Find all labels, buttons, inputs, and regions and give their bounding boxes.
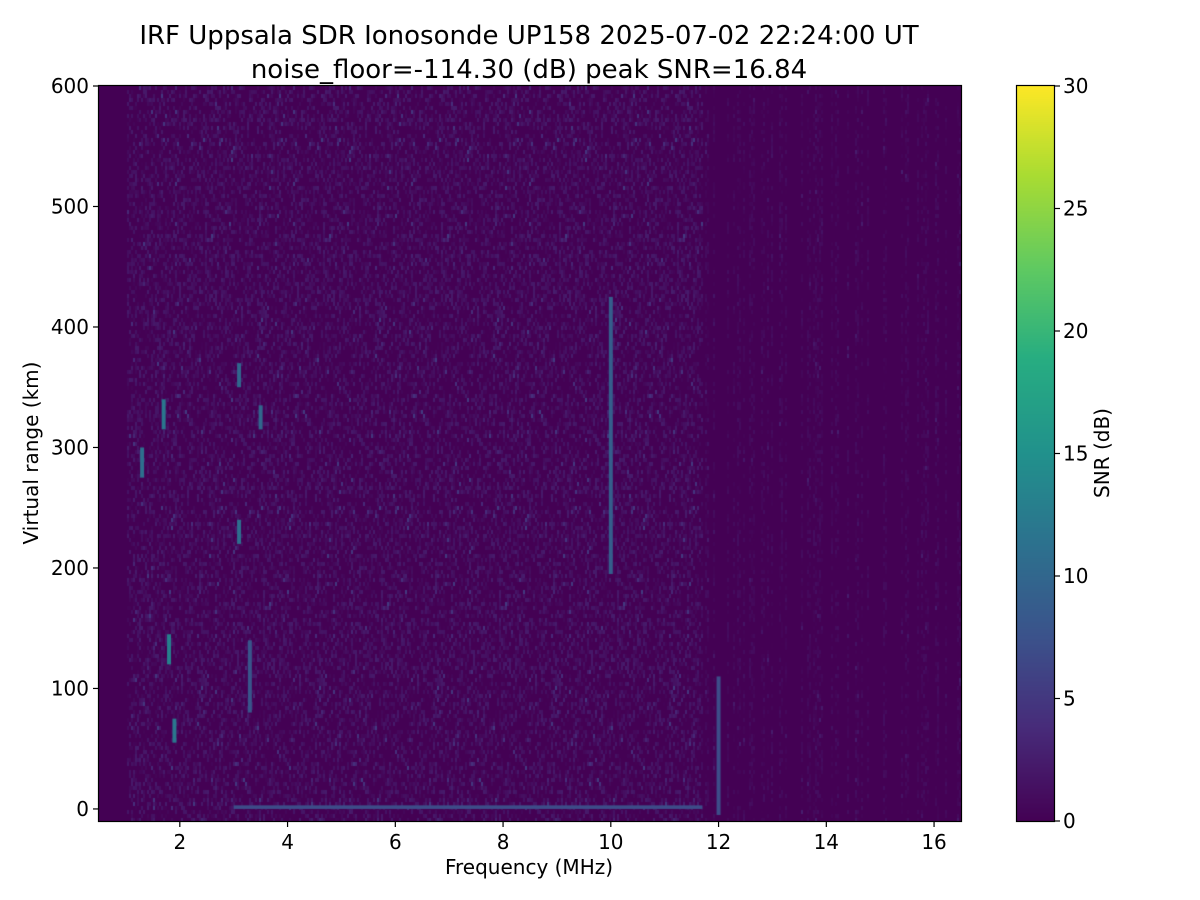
colorbar-tick-label: 15 [1063, 442, 1088, 466]
chart-title: IRF Uppsala SDR Ionosonde UP158 2025-07-… [139, 21, 918, 51]
y-tick-label: 400 [51, 315, 89, 339]
x-axis-ticks: 2 4 6 8 10 12 14 16 [173, 821, 947, 854]
y-tick-label: 100 [51, 676, 89, 700]
colorbar-tick-label: 25 [1063, 197, 1088, 221]
colorbar-tick-label: 30 [1063, 74, 1088, 98]
x-tick-label: 2 [173, 830, 186, 854]
colorbar-frame [1015, 84, 1056, 823]
chart-subtitle: noise_floor=-114.30 (dB) peak SNR=16.84 [251, 55, 807, 85]
colorbar-label: SNR (dB) [1090, 408, 1114, 498]
colorbar-tick-label: 5 [1063, 687, 1076, 711]
y-tick-label: 200 [51, 556, 89, 580]
snr-heatmap [99, 86, 961, 821]
colorbar-ticks: 0 5 10 15 20 25 30 [1054, 74, 1088, 833]
x-tick-label: 8 [497, 830, 510, 854]
y-axis-ticks: 0 100 200 300 400 500 600 [51, 74, 99, 821]
x-tick-label: 14 [814, 830, 839, 854]
y-axis-label: Virtual range (km) [19, 362, 43, 545]
colorbar-gradient [1017, 86, 1054, 821]
colorbar-tick-label: 10 [1063, 564, 1088, 588]
y-tick-label: 0 [76, 797, 89, 821]
plot-frame [97, 84, 963, 823]
colorbar-tick-label: 20 [1063, 319, 1088, 343]
x-tick-label: 16 [921, 830, 946, 854]
x-tick-label: 10 [598, 830, 623, 854]
y-tick-label: 500 [51, 194, 89, 218]
x-axis-label: Frequency (MHz) [445, 855, 613, 879]
x-tick-label: 12 [706, 830, 731, 854]
y-tick-label: 300 [51, 435, 89, 459]
y-tick-label: 600 [51, 74, 89, 98]
colorbar-tick-label: 0 [1063, 809, 1076, 833]
x-tick-label: 4 [281, 830, 294, 854]
x-tick-label: 6 [389, 830, 402, 854]
